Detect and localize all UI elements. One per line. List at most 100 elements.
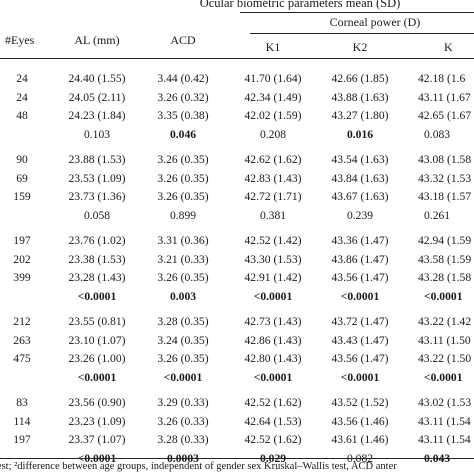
table-cell: 43.86 (1.47)	[331, 252, 389, 266]
table-cell: 42.91 (1.42)	[244, 271, 302, 285]
table-cell: 3.26 (0.35)	[157, 153, 209, 166]
table-cell: 42.66 (1.85)	[331, 72, 389, 85]
table-cell: 43.11 (1.50	[418, 333, 471, 347]
table-cell: 42.34 (1.49)	[244, 90, 302, 104]
title-rule	[240, 12, 474, 13]
col-header-eyes: #Eyes	[5, 33, 35, 47]
table-cell: 212	[13, 315, 31, 328]
footnote: test; ²difference between age groups, in…	[0, 461, 397, 472]
table-cell: 475	[13, 352, 31, 366]
table-cell: 23.55 (0.81)	[68, 315, 126, 328]
p-value-cell: <0.0001	[253, 371, 293, 385]
table-cell: 197	[13, 433, 31, 447]
p-value-cell: 0.083	[424, 128, 451, 142]
table-cell: 3.26 (0.35)	[157, 352, 209, 366]
table-cell: 197	[13, 234, 31, 247]
table-cell: 43.08 (1.58	[418, 153, 472, 166]
p-value-cell: <0.0001	[424, 290, 463, 304]
p-value-cell: 0.239	[346, 209, 374, 223]
table-cell: 43.22 (1.42	[418, 315, 472, 328]
p-value-cell: <0.0001	[253, 290, 293, 304]
table-cell: 69	[16, 171, 28, 185]
p-value-cell: 0.261	[424, 209, 451, 223]
table-cell: 43.56 (1.46)	[331, 414, 389, 428]
table-cell: 3.35 (0.38)	[157, 109, 209, 123]
group-header-rule	[250, 33, 474, 34]
table-cell: 42.80 (1.43)	[244, 352, 302, 366]
bottom-rule	[0, 458, 474, 459]
table-cell: 41.70 (1.64)	[244, 72, 302, 85]
table-cell: 3.31 (0.36)	[157, 234, 209, 247]
table-cell: 42.52 (1.62)	[244, 433, 302, 447]
table-cell: 3.28 (0.33)	[157, 433, 209, 447]
col-header-al: AL (mm)	[74, 33, 120, 47]
table-cell: 23.73 (1.36)	[68, 190, 126, 204]
table-cell: 43.58 (1.59	[418, 252, 472, 266]
table-cell: 24.40 (1.55)	[68, 72, 126, 85]
table-cell: 42.02 (1.59)	[244, 109, 302, 123]
table-cell: 3.24 (0.35)	[157, 333, 209, 347]
table-cell: 43.18 (1.57	[418, 190, 472, 204]
p-value-cell: <0.0001	[163, 371, 203, 385]
table-cell: 23.38 (1.53)	[68, 252, 126, 266]
table-cell: 3.26 (0.32)	[157, 90, 209, 104]
p-value-cell: 0.208	[259, 128, 287, 142]
p-value-cell: 0.381	[259, 209, 287, 223]
table-cell: 23.26 (1.00)	[68, 352, 126, 366]
table-cell: 42.83 (1.43)	[244, 171, 302, 185]
table-cell: 23.10 (1.07)	[68, 333, 126, 347]
table-cell: 43.28 (1.58	[418, 271, 472, 285]
table-cell: 43.36 (1.47)	[331, 234, 389, 247]
p-value-cell: 0.046	[169, 128, 197, 142]
table-cell: 3.26 (0.35)	[157, 190, 209, 204]
table-cell: 42.64 (1.53)	[244, 414, 302, 428]
table-cell: 43.84 (1.63)	[331, 171, 389, 185]
table-cell: 43.54 (1.63)	[331, 153, 389, 166]
table-cell: 23.37 (1.07)	[68, 433, 126, 447]
table-cell: 43.67 (1.63)	[331, 190, 389, 204]
table-cell: 24.05 (2.11)	[68, 90, 126, 104]
p-value-cell: <0.0001	[340, 371, 380, 385]
p-value-cell: 0.899	[169, 209, 197, 223]
table-cell: 43.11 (1.54	[418, 433, 471, 447]
table-cell: 43.22 (1.50	[418, 352, 472, 366]
table-cell: 3.26 (0.35)	[157, 271, 209, 285]
table-cell: 3.44 (0.42)	[157, 72, 209, 85]
table-cell: 43.02 (1.53	[418, 396, 472, 409]
table-cell: 43.88 (1.63)	[331, 90, 389, 104]
p-value-cell: <0.0001	[77, 371, 117, 385]
table-cell: 90	[16, 153, 28, 166]
table-cell: 24	[16, 72, 28, 85]
table-cell: 43.72 (1.47)	[331, 315, 389, 328]
table-cell: 3.26 (0.35)	[157, 171, 209, 185]
table-cell: 23.88 (1.53)	[68, 153, 126, 166]
table-cell: 43.56 (1.47)	[331, 352, 389, 366]
col-header-k1: K1	[265, 40, 281, 54]
table-cell: 42.52 (1.42)	[244, 234, 302, 247]
table-cell: 42.94 (1.59	[418, 234, 472, 247]
table-cell: 42.18 (1.6	[418, 72, 466, 85]
table-cell: 3.28 (0.35)	[157, 315, 209, 328]
table-cell: 42.73 (1.43)	[244, 315, 302, 328]
table-cell: 83	[16, 396, 28, 409]
p-value-cell: 0.103	[83, 128, 111, 142]
table-cell: 23.76 (1.02)	[68, 234, 126, 247]
p-value-cell: 0.016	[346, 128, 374, 142]
table-cell: 43.27 (1.80)	[331, 109, 389, 123]
table-cell: 43.56 (1.47)	[331, 271, 389, 285]
table-cell: 43.43 (1.47)	[331, 333, 389, 347]
p-value-cell: <0.0001	[340, 290, 380, 304]
col-header-acd: ACD	[170, 33, 196, 47]
table-cell: 42.65 (1.67	[418, 109, 472, 123]
p-value-cell: 0.003	[169, 290, 197, 304]
table-cell: 48	[16, 109, 28, 123]
table-cell: 43.61 (1.46)	[331, 433, 389, 447]
table-cell: 43.11 (1.67	[418, 90, 471, 104]
table-cell: 399	[13, 271, 31, 285]
p-value-cell: <0.0001	[424, 371, 463, 385]
table-cell: 42.86 (1.43)	[244, 333, 302, 347]
table-cell: 3.29 (0.33)	[157, 396, 209, 409]
table-cell: 3.21 (0.33)	[157, 252, 209, 266]
header-rule	[0, 58, 474, 59]
col-header-k: K	[444, 40, 453, 54]
